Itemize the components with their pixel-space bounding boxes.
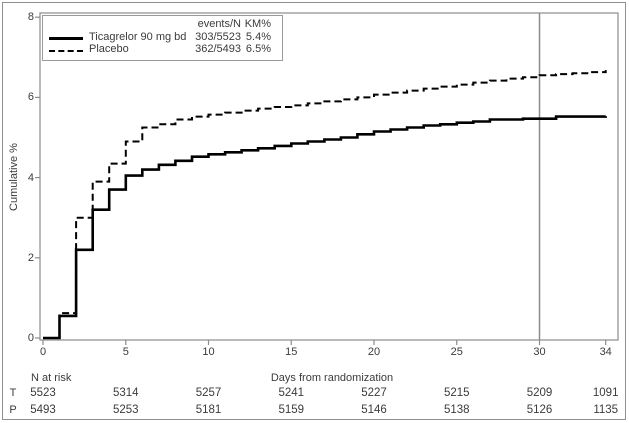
at-risk-value: 5181 <box>195 404 222 416</box>
at-risk-value: 5146 <box>361 404 387 416</box>
x-axis-title: Days from randomization <box>270 372 394 384</box>
x-tick-label: 20 <box>367 346 381 358</box>
x-tick-label: 5 <box>122 346 129 358</box>
at-risk-row-label: T <box>9 387 17 399</box>
legend-events-placebo: 362/5493 <box>195 43 241 55</box>
x-tick-label: 34 <box>599 346 612 358</box>
y-tick-label: 8 <box>27 11 34 24</box>
y-tick-label: 4 <box>27 171 34 184</box>
x-tick-label: 0 <box>39 346 47 358</box>
placebo-km-curve <box>43 70 607 339</box>
n-at-risk-heading: N at risk <box>31 372 72 384</box>
at-risk-value: 5253 <box>112 404 139 416</box>
at-risk-value: 5215 <box>443 387 470 399</box>
y-tick-label: 6 <box>27 91 34 104</box>
x-tick-label: 10 <box>202 346 215 358</box>
placebo-line-swatch <box>47 43 89 56</box>
ticagrelor-line-swatch <box>47 31 89 44</box>
legend-km-ticagrelor: 5.4% <box>245 30 271 43</box>
x-tick-label: 30 <box>533 346 546 358</box>
at-risk-value: 1091 <box>592 387 619 399</box>
at-risk-value: 5523 <box>30 387 56 399</box>
legend-header-km: KM% <box>244 18 271 30</box>
legend-spacer <box>47 18 89 31</box>
legend-events-ticagrelor: 303/5523 <box>195 30 241 43</box>
at-risk-value: 1135 <box>593 404 619 416</box>
at-risk-value: 5257 <box>195 387 222 399</box>
at-risk-value: 5227 <box>361 387 387 399</box>
legend-spacer <box>89 18 195 31</box>
at-risk-value: 5314 <box>112 387 139 399</box>
at-risk-value: 5138 <box>443 404 470 416</box>
at-risk-value: 5493 <box>30 404 56 416</box>
at-risk-value: 5126 <box>526 404 553 416</box>
at-risk-value: 5159 <box>278 404 305 416</box>
y-tick-label: 2 <box>27 251 34 264</box>
ticagrelor-km-curve <box>43 115 607 340</box>
y-tick-label: 0 <box>27 332 34 344</box>
legend-label-ticagrelor: Ticagrelor 90 mg bd <box>89 30 187 43</box>
x-tick-label: 15 <box>285 346 298 358</box>
legend-header-events: events/N <box>197 18 241 30</box>
legend-km-placebo: 6.5% <box>245 43 271 55</box>
at-risk-row-label: P <box>9 404 17 416</box>
legend-box: events/N KM% Ticagrelor 90 mg bd 303/552… <box>42 15 283 61</box>
at-risk-value: 5209 <box>526 387 553 399</box>
legend-label-placebo: Placebo <box>89 43 129 55</box>
x-tick-label: 25 <box>450 346 463 358</box>
at-risk-value: 5241 <box>278 387 305 399</box>
